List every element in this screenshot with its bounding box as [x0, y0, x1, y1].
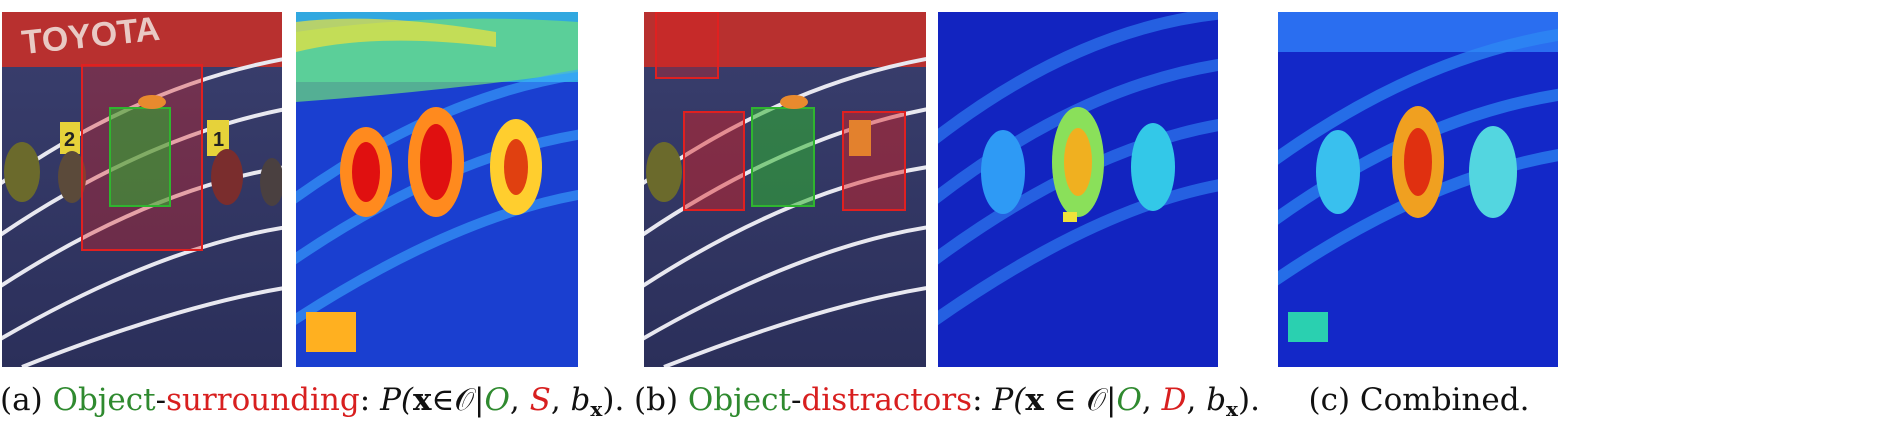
caption-b-dash: -: [790, 382, 802, 418]
distractor-box-left: [683, 111, 745, 211]
caption-a-colon: :: [359, 382, 371, 418]
lane-number-1: 1: [213, 129, 224, 151]
caption-a-surrounding: surrounding: [166, 382, 360, 418]
caption-a-dash: -: [155, 382, 167, 418]
lane-number-2: 2: [64, 129, 75, 151]
distractor-box-top: [655, 12, 719, 79]
heatmap-distractors-panel: [938, 12, 1218, 367]
caption-b-distractors: distractors: [801, 382, 973, 418]
caption-b-comma2: ,: [1186, 382, 1197, 418]
caption-b-sub: x: [1226, 397, 1238, 421]
caption-b-set: 𝒪: [1086, 382, 1107, 418]
caption-a-in: ∈: [431, 382, 455, 418]
caption-b-x: x: [1025, 382, 1044, 418]
caption-b-b: b: [1206, 382, 1227, 418]
caption-a-sub: x: [590, 397, 603, 421]
caption-a-O: O: [484, 382, 510, 418]
photo-surrounding-panel: TOYOTA 2 1: [2, 12, 282, 367]
object-box: [751, 107, 815, 207]
caption-c-text: (c) Combined.: [1308, 382, 1530, 418]
caption-b-D: D: [1161, 382, 1187, 418]
heatmap-surrounding-panel: [296, 12, 578, 367]
caption-a-x: x: [413, 382, 432, 418]
caption-b-object: Object: [687, 382, 791, 418]
caption-a-b: b: [570, 382, 591, 418]
distractor-box-right: [842, 111, 906, 211]
caption-b-comma: ,: [1141, 382, 1152, 418]
caption-a-comma2: ,: [550, 382, 561, 418]
caption-a-set: 𝒪: [454, 382, 474, 418]
photo-distractors-panel: [644, 12, 926, 367]
caption-b-formula-start: P(: [992, 382, 1026, 418]
caption-c: (c) Combined.: [1278, 378, 1560, 422]
caption-b-bar: |: [1106, 382, 1117, 418]
caption-b-prefix: (b): [634, 382, 679, 418]
caption-b: (b) Object-distractors: P(x ∈ 𝒪|O, D, bx…: [634, 378, 1260, 422]
caption-b-end: ).: [1237, 382, 1260, 418]
caption-b-in: ∈: [1043, 382, 1087, 418]
caption-b-colon: :: [972, 382, 983, 418]
object-box: [109, 107, 171, 207]
caption-a-formula-start: P(: [380, 382, 414, 418]
caption-a: (a) Object-surrounding: P(x∈𝒪|O, S, bx).: [0, 378, 624, 422]
heatmap-combined-panel: [1278, 12, 1558, 367]
caption-a-end: ).: [602, 382, 625, 418]
caption-a-bar: |: [473, 382, 485, 418]
caption-a-object: Object: [52, 382, 156, 418]
caption-a-prefix: (a): [0, 382, 43, 418]
caption-a-S: S: [529, 382, 551, 418]
caption-a-comma: ,: [509, 382, 520, 418]
caption-b-O: O: [1116, 382, 1142, 418]
